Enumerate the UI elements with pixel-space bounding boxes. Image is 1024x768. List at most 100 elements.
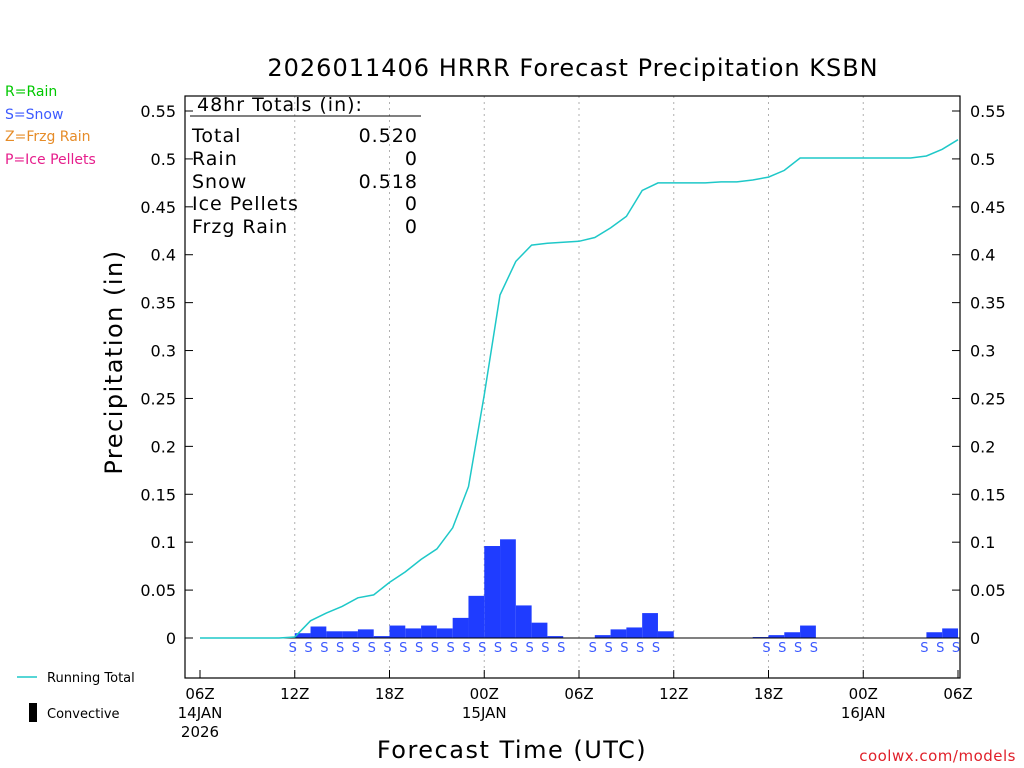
y-tick-label-right: 0.25 [970, 389, 1006, 408]
plot-frame [184, 95, 961, 679]
x-tick-label: 06Z [943, 685, 972, 703]
snow-marker: S [952, 641, 960, 656]
bottom-legend: Running Total Convective [17, 671, 135, 722]
y-tick-label-right: 0.1 [970, 533, 995, 552]
snow-marker: S [352, 641, 360, 656]
totals-label-total: Total [191, 125, 241, 147]
snow-marker: S [557, 641, 565, 656]
totals-box: 48hr Totals (in): Total 0.520 Rain 0 Sno… [190, 94, 421, 238]
y-tick-label-right: 0.15 [970, 485, 1006, 504]
snow-marker: S [810, 641, 818, 656]
precip-bar [452, 617, 469, 638]
precip-bar [326, 631, 343, 638]
chart-title: 2026011406 HRRR Forecast Precipitation K… [267, 54, 878, 82]
y-tick-label-right: 0.05 [970, 581, 1006, 600]
snow-marker: S [920, 641, 928, 656]
x-tick-label: 12Z [280, 685, 309, 703]
type-legend-frzg-rain: Z=Frzg Rain [5, 129, 91, 145]
snow-marker: S [431, 641, 439, 656]
x-tick-label: 16JAN [841, 704, 886, 722]
type-legend-ice-pellets: P=Ice Pellets [5, 152, 96, 168]
precip-bar [294, 633, 311, 638]
snow-marker: S [415, 641, 423, 656]
precip-bar [594, 635, 611, 638]
precip-bar [610, 629, 627, 638]
precip-bar [547, 636, 564, 638]
hourly-precip-bars [294, 539, 958, 638]
x-tick-label: 15JAN [462, 704, 507, 722]
y-tick-label-left: 0.5 [151, 150, 176, 169]
watermark: coolwx.com/models [859, 747, 1016, 765]
totals-label-frzg-rain: Frzg Rain [192, 216, 288, 238]
snow-marker: S [447, 641, 455, 656]
y-tick-label-right: 0.35 [970, 294, 1006, 313]
snow-marker: S [399, 641, 407, 656]
precip-bar [373, 636, 390, 638]
y-tick-label-left: 0.15 [140, 485, 176, 504]
precip-bar [657, 631, 674, 638]
x-tick-label: 12Z [659, 685, 688, 703]
type-legend: R=Rain S=Snow Z=Frzg Rain P=Ice Pellets [5, 84, 96, 168]
x-tick-label: 18Z [754, 685, 783, 703]
precip-bar [436, 628, 453, 638]
snow-marker: S [320, 641, 328, 656]
precip-bar [784, 632, 801, 638]
precip-bar [531, 622, 548, 638]
running-total-polyline [200, 139, 959, 639]
y-axis-ticks: 0 00.05 0.050.1 0.10.15 0.150.2 0.20.25 0.250.… [140, 102, 1005, 648]
y-tick-label-right: 0 [970, 629, 980, 648]
precip-bar [942, 628, 958, 638]
y-tick-label-right: 0.5 [970, 150, 995, 169]
y-tick-label-left: 0.3 [151, 342, 176, 361]
precip-bar [389, 625, 406, 638]
x-tick-label: 2026 [181, 723, 219, 741]
precip-bar [405, 628, 422, 638]
snow-marker: S [336, 641, 344, 656]
totals-label-snow: Snow [192, 171, 247, 193]
snow-marker: S [541, 641, 549, 656]
totals-value-snow: 0.518 [359, 171, 418, 193]
vertical-gridlines [294, 96, 864, 678]
snow-marker: S [368, 641, 376, 656]
precip-bar [926, 632, 943, 638]
y-tick-label-left: 0.4 [151, 246, 176, 265]
type-legend-snow: S=Snow [5, 107, 63, 123]
y-tick-label-left: 0.05 [140, 581, 176, 600]
snow-marker: S [494, 641, 502, 656]
precip-bar [515, 605, 532, 638]
y-tick-label-right: 0.55 [970, 102, 1006, 121]
y-tick-label-left: 0.1 [151, 533, 176, 552]
snow-marker: S [604, 641, 612, 656]
precip-bar [642, 613, 658, 638]
totals-label-ice-pellets: Ice Pellets [192, 193, 299, 215]
totals-header: 48hr Totals (in): [197, 94, 363, 116]
x-tick-label: 00Z [849, 685, 878, 703]
y-tick-label-right: 0.45 [970, 198, 1006, 217]
snow-marker: S [636, 641, 644, 656]
precip-bar [310, 626, 327, 638]
y-tick-label-left: 0.2 [151, 437, 176, 456]
precip-bar [342, 631, 358, 638]
y-axis-label: Precipitation (in) [100, 249, 128, 474]
snow-marker: S [652, 641, 660, 656]
snow-marker: S [620, 641, 628, 656]
precip-bar [421, 625, 437, 638]
y-tick-label-left: 0.35 [140, 294, 176, 313]
precip-bar [768, 635, 785, 638]
snow-marker: S [525, 641, 533, 656]
snow-marker: S [936, 641, 944, 656]
precip-bar [357, 629, 374, 638]
type-legend-rain: R=Rain [5, 84, 57, 100]
totals-label-rain: Rain [192, 148, 238, 170]
x-tick-label: 06Z [564, 685, 593, 703]
snow-marker: S [462, 641, 470, 656]
x-tick-label: 00Z [470, 685, 499, 703]
totals-value-ice-pellets: 0 [405, 193, 418, 215]
y-tick-label-left: 0 [166, 629, 176, 648]
running-total-line [200, 139, 959, 639]
y-tick-label-right: 0.3 [970, 342, 995, 361]
precip-bar [626, 627, 643, 638]
y-tick-label-left: 0.55 [140, 102, 176, 121]
